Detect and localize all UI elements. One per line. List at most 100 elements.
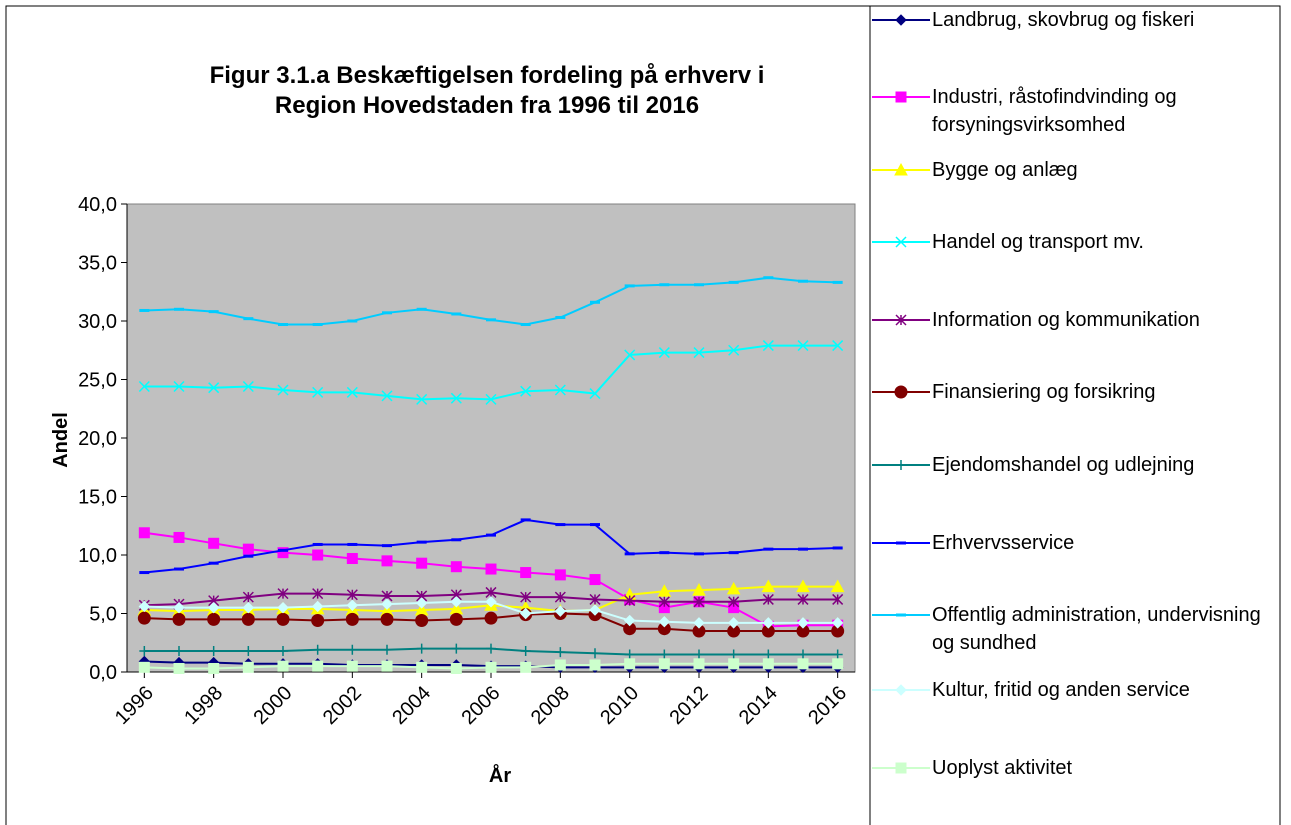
marker xyxy=(347,644,358,655)
marker xyxy=(312,386,324,398)
marker xyxy=(762,617,775,629)
marker xyxy=(798,547,808,551)
marker xyxy=(242,380,254,393)
series xyxy=(139,518,843,575)
marker xyxy=(312,542,323,546)
y-tick-label: 25,0 xyxy=(78,370,117,392)
marker xyxy=(624,284,635,288)
marker xyxy=(382,311,392,315)
marker xyxy=(520,323,531,327)
marker xyxy=(346,386,358,398)
x-tick-label: 1998 xyxy=(180,682,227,729)
marker xyxy=(894,385,908,399)
marker xyxy=(830,579,845,593)
marker xyxy=(208,537,220,549)
marker xyxy=(138,527,150,539)
x-tick-label: 2016 xyxy=(804,682,851,729)
marker xyxy=(416,393,428,405)
marker xyxy=(312,323,323,327)
marker xyxy=(520,385,532,397)
marker xyxy=(728,280,739,284)
marker xyxy=(797,617,809,629)
marker xyxy=(694,552,704,556)
marker xyxy=(173,531,185,543)
marker xyxy=(174,567,184,571)
marker xyxy=(832,658,844,670)
marker xyxy=(311,614,325,628)
marker xyxy=(728,344,740,356)
legend-label: Ejendomshandel og udlejning xyxy=(932,454,1195,476)
marker xyxy=(346,553,358,565)
marker xyxy=(831,617,844,629)
marker xyxy=(896,460,906,470)
marker xyxy=(659,551,670,555)
frame xyxy=(5,5,1281,825)
marker xyxy=(555,523,566,527)
marker xyxy=(763,649,774,660)
marker xyxy=(346,589,358,601)
marker xyxy=(520,661,532,673)
marker xyxy=(762,593,774,605)
marker xyxy=(451,643,462,654)
marker xyxy=(895,91,907,103)
marker xyxy=(694,649,704,660)
marker xyxy=(624,649,635,660)
legend-label: Erhvervsservice xyxy=(932,532,1075,554)
marker xyxy=(415,597,428,609)
legend-label: Handel og transport mv. xyxy=(932,231,1144,253)
marker xyxy=(450,596,463,608)
marker xyxy=(486,318,496,322)
marker xyxy=(761,579,776,593)
marker xyxy=(762,340,774,352)
marker xyxy=(242,543,254,555)
marker xyxy=(659,283,670,287)
marker xyxy=(486,643,496,654)
marker xyxy=(312,660,324,672)
marker xyxy=(346,599,359,612)
marker xyxy=(692,583,706,596)
legend-swatch xyxy=(872,613,930,617)
marker xyxy=(728,649,739,660)
marker xyxy=(485,586,497,598)
legend-swatch xyxy=(872,236,930,248)
marker xyxy=(520,567,532,579)
marker xyxy=(382,644,392,655)
marker xyxy=(174,307,184,311)
marker xyxy=(416,661,428,673)
x-tick-label: 2004 xyxy=(388,682,435,729)
marker xyxy=(895,314,907,326)
marker xyxy=(589,604,601,616)
marker xyxy=(415,614,429,628)
marker xyxy=(242,591,254,603)
marker xyxy=(763,276,774,280)
marker xyxy=(798,649,808,660)
marker xyxy=(693,658,705,670)
marker xyxy=(623,614,636,627)
marker xyxy=(694,283,704,287)
marker xyxy=(347,319,358,323)
marker xyxy=(346,660,358,672)
marker xyxy=(138,600,151,613)
marker xyxy=(451,312,462,316)
series xyxy=(139,276,843,327)
marker xyxy=(137,611,151,625)
y-tick-label: 10,0 xyxy=(78,545,117,567)
marker xyxy=(138,661,150,673)
marker xyxy=(657,584,672,597)
x-tick-label: 2012 xyxy=(666,682,713,729)
marker xyxy=(658,615,671,628)
marker xyxy=(763,547,774,551)
marker xyxy=(658,596,670,608)
marker xyxy=(382,544,392,548)
marker xyxy=(450,662,462,674)
marker xyxy=(484,611,498,625)
legend-label: Industri, råstofindvinding og forsynings… xyxy=(932,86,1177,136)
legend-label: Landbrug, skovbrug og fiskeri xyxy=(932,9,1195,31)
legend-swatch xyxy=(872,541,930,545)
marker xyxy=(728,551,739,555)
x-tick-label: 2002 xyxy=(319,682,366,729)
marker xyxy=(242,601,255,614)
marker xyxy=(242,661,254,673)
series xyxy=(137,607,845,638)
